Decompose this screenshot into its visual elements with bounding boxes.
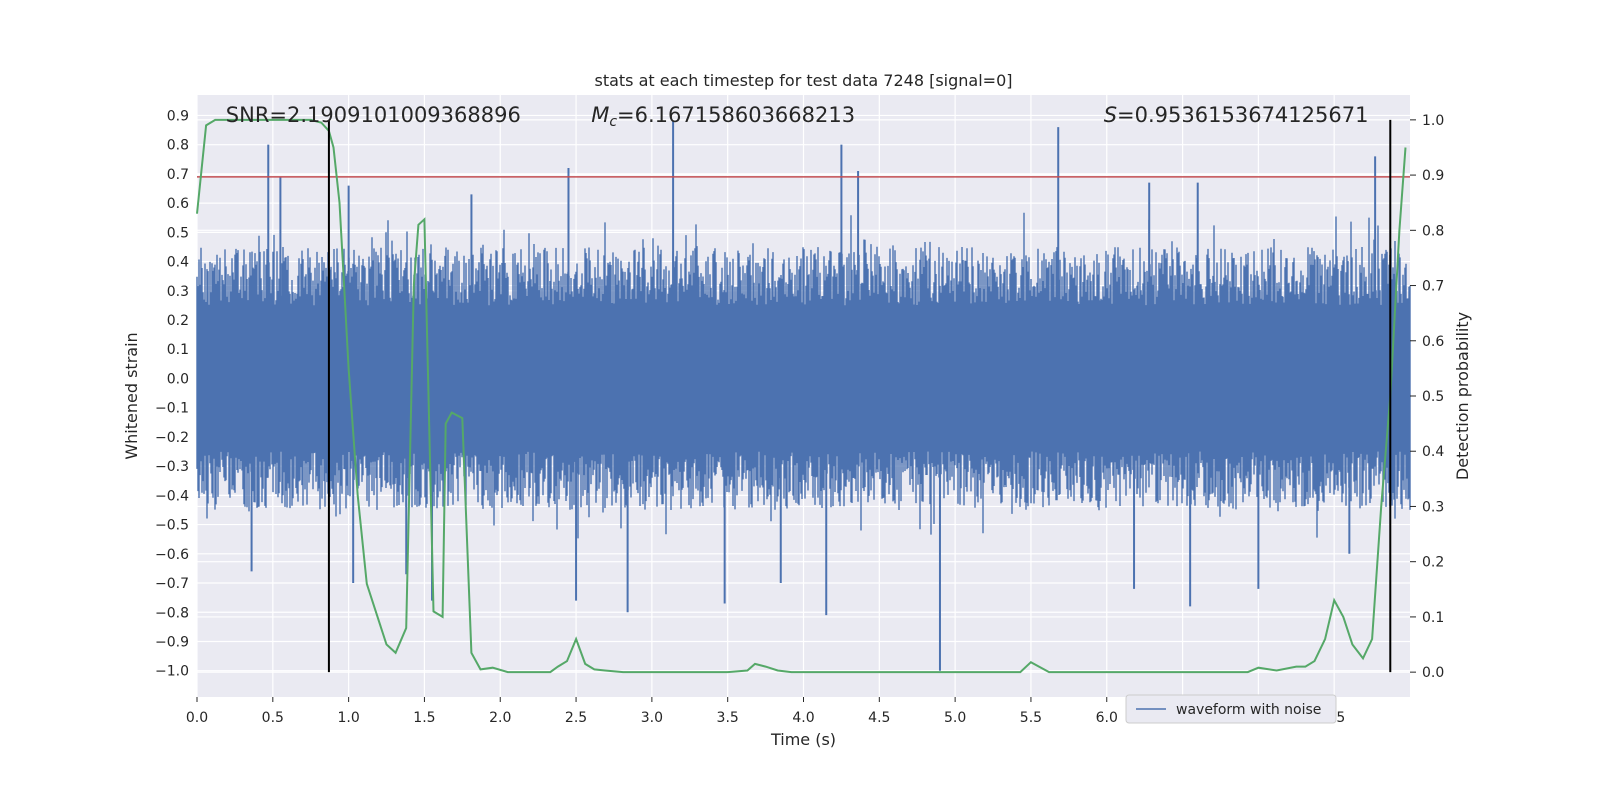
y2-tick-label: 0.3 <box>1422 499 1444 515</box>
y-tick-label: 0.5 <box>167 225 189 241</box>
axes: 0.00.51.01.52.02.53.03.54.04.55.05.56.06… <box>155 108 1444 726</box>
y-tick-label: −0.3 <box>155 459 189 475</box>
y-tick-label: −0.2 <box>155 430 189 446</box>
x-tick-label: 2.5 <box>565 710 587 726</box>
x-tick-label: 1.0 <box>337 710 359 726</box>
x-tick-label: 4.0 <box>792 710 814 726</box>
chirp-mass-subscript: c <box>609 114 617 130</box>
y2-tick-label: 0.1 <box>1422 610 1444 626</box>
y-tick-label: 0.3 <box>167 284 189 300</box>
y2-tick-label: 0.7 <box>1422 279 1444 295</box>
y2-axis-label: Detection probability <box>1453 312 1472 480</box>
y2-tick-label: 1.0 <box>1422 113 1444 129</box>
chirp-mass-symbol: M <box>591 103 609 127</box>
s-annotation: S=0.9536153674125671 <box>1104 103 1369 127</box>
y-tick-label: 0.1 <box>167 342 189 358</box>
y-axis-label: Whitened strain <box>122 332 141 459</box>
y2-tick-label: 0.0 <box>1422 665 1444 681</box>
y-tick-label: −0.1 <box>155 401 189 417</box>
x-tick-label: 1.5 <box>413 710 435 726</box>
x-tick-label: 4.5 <box>868 710 890 726</box>
y2-tick-label: 0.4 <box>1422 444 1444 460</box>
s-symbol: S <box>1104 103 1117 127</box>
y-tick-label: −0.8 <box>155 605 189 621</box>
y-tick-label: −0.9 <box>155 634 189 650</box>
y-tick-label: 0.0 <box>167 371 189 387</box>
y-tick-label: 0.6 <box>167 196 189 212</box>
x-tick-label: 3.0 <box>641 710 663 726</box>
x-tick-label: 2.0 <box>489 710 511 726</box>
s-value: =0.9536153674125671 <box>1117 103 1368 127</box>
overlay-lines <box>196 118 1410 674</box>
y-tick-label: 0.8 <box>167 138 189 154</box>
detection-probability-line <box>196 118 1407 674</box>
x-axis-label: Time (s) <box>770 730 836 749</box>
y-tick-label: 0.7 <box>167 167 189 183</box>
y2-tick-label: 0.6 <box>1422 334 1444 350</box>
snr-annotation: SNR=2.1909101009368896 <box>226 103 521 127</box>
y-tick-label: −1.0 <box>155 664 189 680</box>
x-tick-label: 0.0 <box>186 710 208 726</box>
y-tick-label: −0.7 <box>155 576 189 592</box>
waveform-series <box>196 121 1411 671</box>
y-tick-label: −0.5 <box>155 518 189 534</box>
x-tick-label: 3.5 <box>717 710 739 726</box>
legend-label-waveform: waveform with noise <box>1176 702 1321 718</box>
legend-box <box>1125 694 1337 724</box>
x-tick-label: 5.0 <box>944 710 966 726</box>
x-tick-label: 6.0 <box>1096 710 1118 726</box>
legend: waveform with noise <box>1125 694 1337 724</box>
y2-tick-label: 0.9 <box>1422 168 1444 184</box>
y-tick-label: −0.6 <box>155 547 189 563</box>
x-tick-label: 5.5 <box>1020 710 1042 726</box>
y2-tick-label: 0.5 <box>1422 389 1444 405</box>
y-tick-label: 0.2 <box>167 313 189 329</box>
waveform-trace <box>196 212 1411 539</box>
y2-tick-label: 0.8 <box>1422 223 1444 239</box>
y-tick-label: 0.9 <box>167 108 189 124</box>
y-tick-label: 0.4 <box>167 255 189 271</box>
y2-tick-label: 0.2 <box>1422 555 1444 571</box>
y-tick-label: −0.4 <box>155 488 189 504</box>
chart-title: stats at each timestep for test data 724… <box>594 71 1012 90</box>
chirp-mass-annotation: Mc=6.167158603668213 <box>591 103 855 130</box>
x-tick-label: 0.5 <box>262 710 284 726</box>
chirp-mass-value: =6.167158603668213 <box>617 103 855 127</box>
